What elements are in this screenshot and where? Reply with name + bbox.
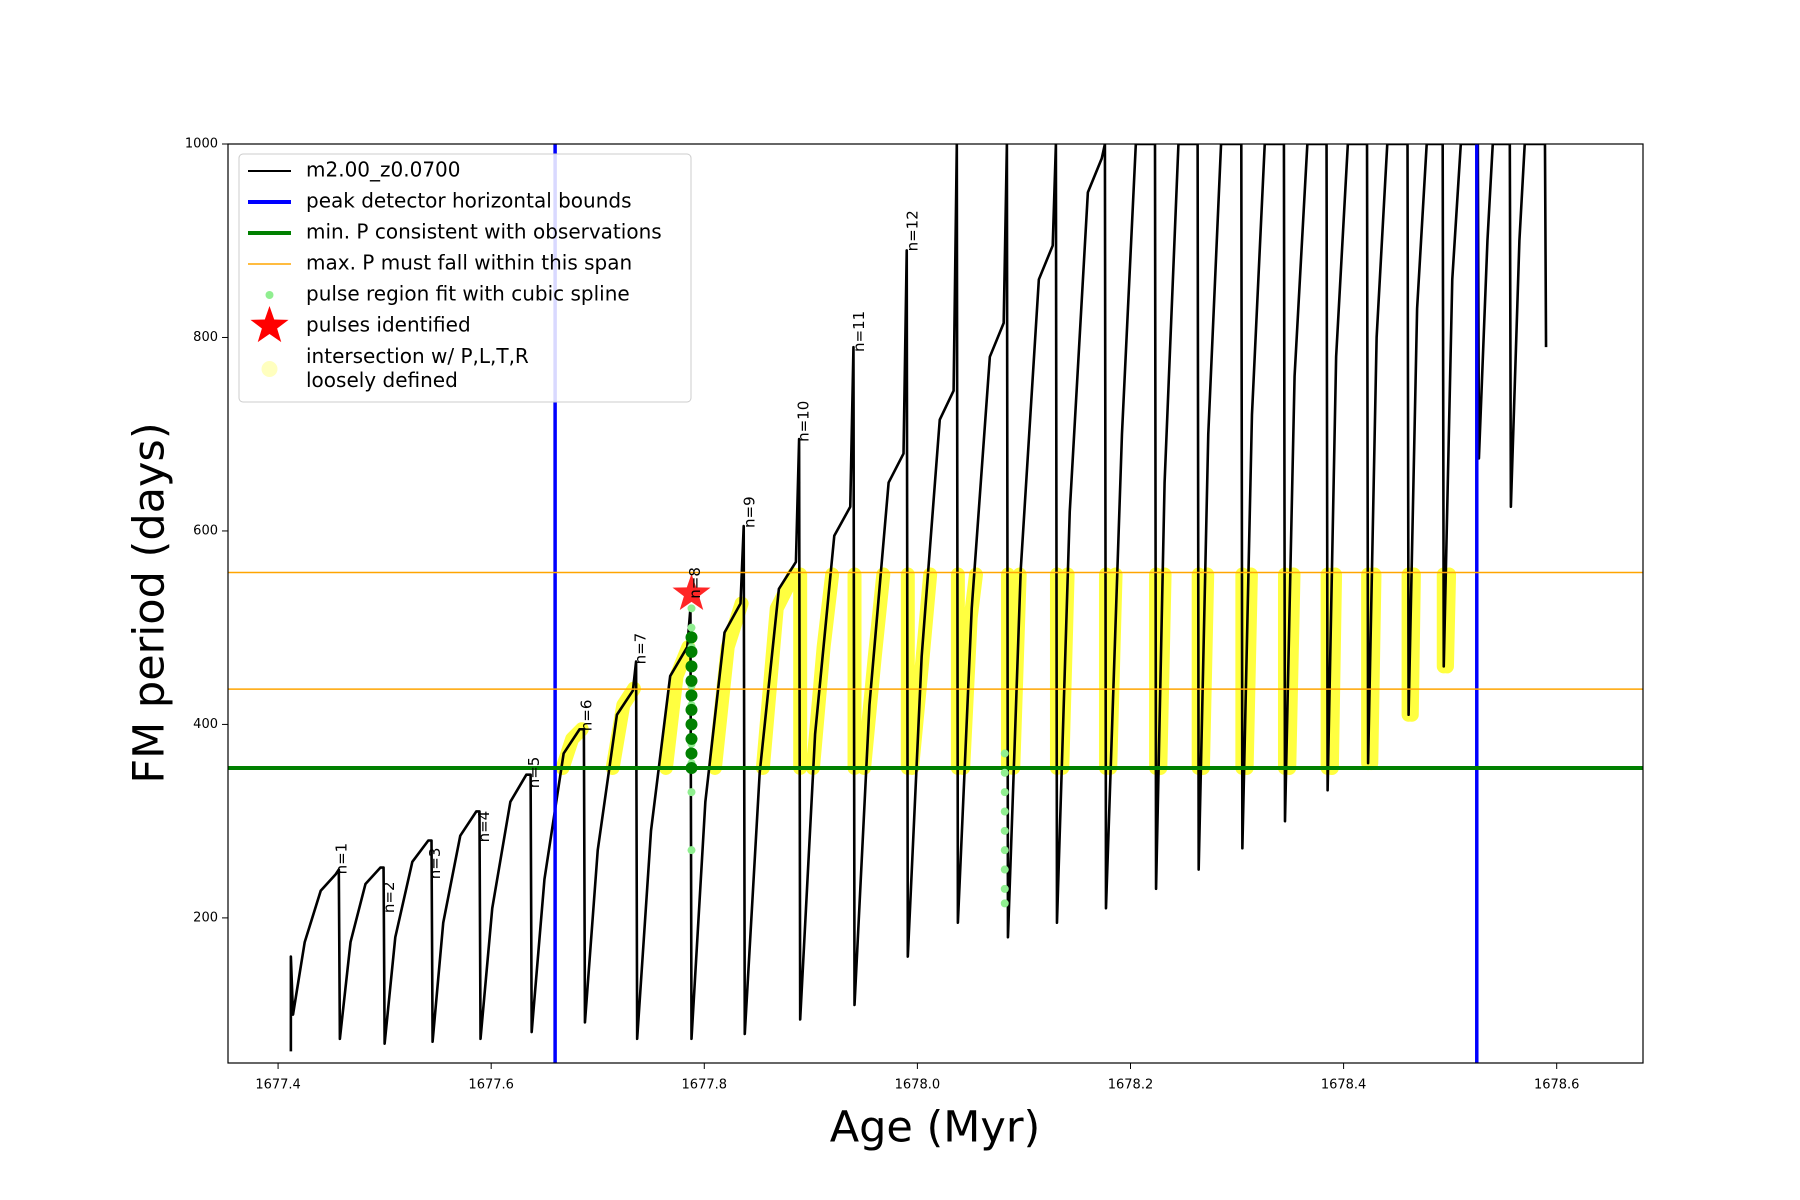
spline-point [1000,768,1009,777]
model-track [289,144,1548,1052]
pulse-annotation: n=2 [380,881,398,913]
legend-label-line: intersection w/ P,L,T,R [306,344,529,368]
pulse-annotation: n=7 [632,633,650,665]
x-tick-label: 1678.2 [1108,1078,1154,1093]
y-tick-label: 600 [193,523,218,538]
legend-label-line: loosely defined [306,368,458,392]
spline-point [685,645,698,658]
spline-point [1000,884,1009,893]
pulse-annotation: n=8 [686,567,704,599]
pulse-annotation: n=11 [850,311,868,352]
spline-point [1000,846,1009,855]
pulse-annotation: n=3 [426,848,444,880]
legend-label: pulse region fit with cubic spline [306,282,630,306]
pulse-annotation: n=5 [525,757,543,789]
legend-label: peak detector horizontal bounds [306,189,632,213]
plot-area [228,144,1643,1063]
spline-point [687,846,696,855]
x-tick-label: 1677.8 [682,1078,728,1093]
spline-point [1000,749,1009,758]
spline-point [687,623,696,632]
y-axis-label: FM period (days) [125,422,175,783]
spline-point [687,604,696,613]
spline-point [1000,788,1009,797]
legend-label: m2.00_z0.0700 [306,158,461,182]
pulse-annotation: n=12 [903,210,921,251]
spline-point [685,703,698,716]
legend-label: pulses identified [306,313,471,337]
legend-handle [261,361,278,377]
x-axis-label: Age (Myr) [830,1103,1041,1153]
legend-label: intersection w/ P,L,T,R loosely defined [306,344,529,392]
pulse-star [672,573,711,611]
y-tick-label: 400 [193,717,218,732]
x-tick-label: 1677.6 [468,1078,514,1093]
spline-point [1000,899,1009,908]
legend-box [238,153,692,403]
pulse-annotation: n=4 [475,811,493,843]
spline-point [685,631,698,644]
x-tick-label: 1677.4 [255,1078,301,1093]
pulse-annotation: n=6 [577,700,595,732]
legend-label: min. P consistent with observations [306,220,662,244]
y-tick-label: 800 [193,330,218,345]
legend-label: max. P must fall within this span [306,251,632,275]
spline-point [685,718,698,731]
spline-point [1000,826,1009,835]
legend-handle [250,306,289,343]
spline-point [685,761,698,774]
spline-point [685,747,698,760]
spline-point [685,689,698,702]
axes: 1677.4 1677.6 1677.8 1678.0 1678.2 1678.4 1678… [185,137,1580,1093]
spline-point [685,732,698,745]
legend-handle [265,291,274,299]
spline-point [687,788,696,797]
pulse-annotation: n=9 [740,496,758,528]
x-tick-label: 1678.4 [1321,1078,1367,1093]
y-tick-label: 200 [193,910,218,925]
x-tick-label: 1678.6 [1534,1078,1580,1093]
spline-point [1000,807,1009,816]
y-tick-label: 1000 [185,137,218,152]
spline-point [685,674,698,687]
axes-frame [227,143,1644,1064]
pulse-annotation: n=10 [795,401,813,442]
spline-point [685,660,698,673]
pulse-annotation: n=1 [332,843,350,875]
spline-point [1000,865,1009,874]
x-tick-label: 1678.0 [895,1078,941,1093]
